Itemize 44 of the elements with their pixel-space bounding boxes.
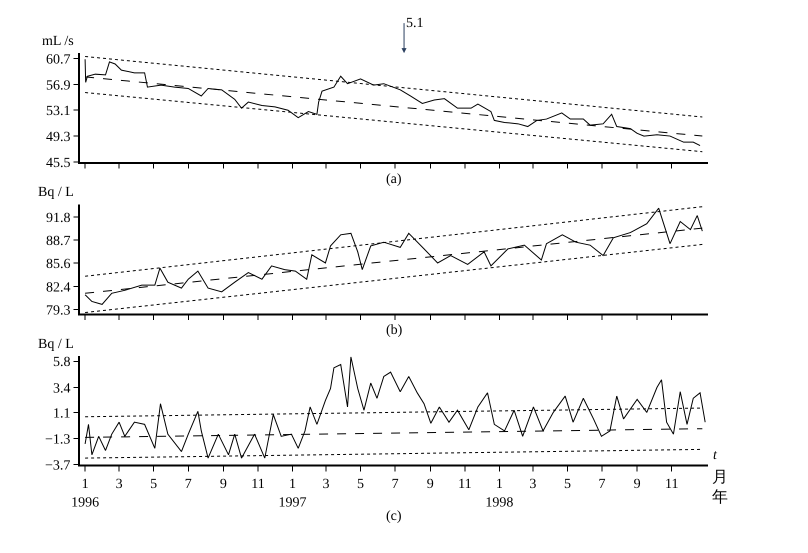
y-tick-label: 5.8: [52, 355, 70, 370]
text: (a): [386, 172, 402, 187]
x-tick-label: 3: [322, 477, 330, 492]
x-tick-label: 9: [426, 477, 434, 492]
x-tick-label: 9: [220, 477, 227, 492]
x-tick-label: 5: [357, 477, 364, 492]
y-tick-label: −3.7: [45, 458, 70, 474]
x-tick-label: 11: [251, 477, 265, 492]
x-tick-label: 3: [116, 477, 123, 492]
x-axis-title: t: [713, 448, 718, 463]
y-tick-label: −1.3: [45, 432, 70, 448]
y-axis-title: mL /s: [42, 34, 74, 49]
x-tick-label: 11: [458, 477, 472, 492]
y-tick-label: 88.7: [46, 234, 70, 249]
y-tick-label: 3.4: [52, 381, 70, 396]
y-tick-label: 85.6: [46, 256, 70, 272]
x-tick-label: 1 1998: [485, 477, 514, 510]
line-series: [84, 356, 706, 459]
text: 5.1: [406, 16, 424, 31]
y-tick-label: 82.4: [46, 280, 70, 296]
y-tick-label: 79.3: [46, 303, 70, 318]
text: (c): [386, 509, 402, 524]
y-tick-label: 1.1: [52, 406, 70, 422]
x-tick-label: 7: [184, 477, 192, 492]
x-tick-label: 1 1996: [71, 477, 100, 510]
x-tick-label: 1 1997: [278, 477, 307, 510]
text: 月: [712, 469, 728, 486]
x-tick-label: 3: [529, 477, 536, 492]
text: 年: [712, 489, 728, 506]
y-axis-title: Bq / L: [38, 185, 74, 200]
x-tick-label: 7: [598, 477, 606, 492]
y-tick-label: 45.5: [46, 156, 70, 171]
x-tick-label: 7: [392, 477, 399, 492]
text: (b): [386, 323, 403, 338]
x-tick-label: 5: [564, 477, 571, 492]
y-axis-title: Bq / L: [38, 337, 74, 352]
y-tick-label: 91.8: [46, 210, 70, 226]
x-tick-label: 11: [664, 477, 678, 492]
y-tick-label: 60.7: [46, 52, 70, 68]
y-tick-label: 56.9: [46, 78, 70, 94]
y-tick-label: 49.3: [46, 130, 70, 145]
x-tick-label: 5: [150, 477, 158, 492]
y-tick-label: 53.1: [46, 104, 70, 120]
x-tick-label: 9: [634, 477, 641, 492]
